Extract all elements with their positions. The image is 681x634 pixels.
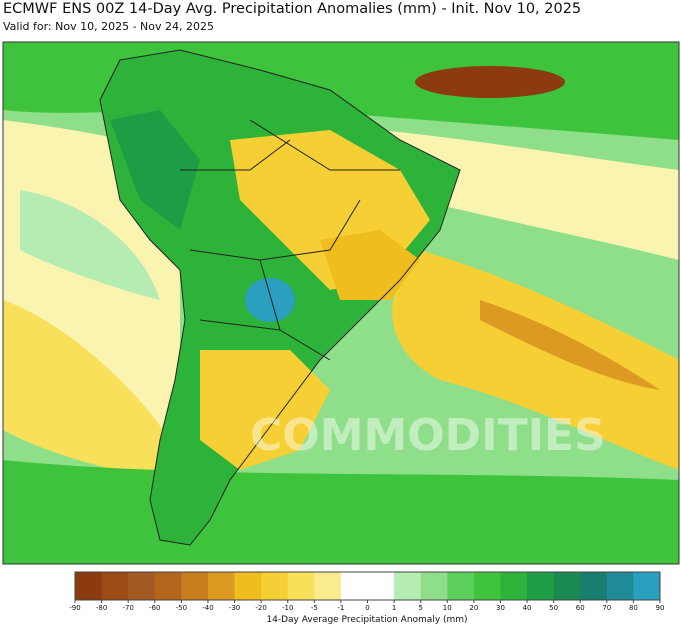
colorbar-tick-label: 30 [496, 604, 505, 612]
colorbar-bin [633, 572, 661, 600]
colorbar-bin [580, 572, 608, 600]
colorbar-bin [128, 572, 156, 600]
title: ECMWF ENS 00Z 14-Day Avg. Precipitation … [3, 1, 581, 17]
colorbar-bin [553, 572, 581, 600]
colorbar-bin [181, 572, 209, 600]
colorbar-tick-label: 10 [443, 604, 452, 612]
map-frame [2, 41, 680, 565]
colorbar-tick-label: -20 [255, 604, 266, 612]
field-atlantic [392, 250, 679, 470]
colorbar-tick-label: 60 [576, 604, 585, 612]
colorbar-bin [75, 572, 103, 600]
colorbar-tick-label: -90 [69, 604, 80, 612]
field-west-green [20, 190, 160, 300]
colorbar-bin [420, 572, 448, 600]
colorbar-tick-label: 0 [365, 604, 369, 612]
colorbar-tick-label: -30 [229, 604, 240, 612]
colorbar-tick-label: -40 [202, 604, 213, 612]
colorbar-bin [287, 572, 315, 600]
colorbar-label: 14-Day Average Precipitation Anomaly (mm… [266, 615, 467, 625]
colorbar-tick-label: -5 [311, 604, 318, 612]
colorbar-bin [367, 572, 395, 600]
country-borders [180, 119, 400, 361]
field-argentina [200, 350, 330, 470]
field-sw [3, 300, 170, 480]
colorbar-tick-label: -50 [176, 604, 187, 612]
colorbar-bin [527, 572, 555, 600]
colorbar-tick-label: -10 [282, 604, 293, 612]
field-wet-core [245, 278, 295, 322]
colorbar-tick-label: 5 [418, 604, 422, 612]
colorbar-bin [340, 572, 368, 600]
field-andes [110, 110, 200, 230]
field-atlantic-core [480, 300, 660, 390]
colorbar-tick-label: 20 [469, 604, 478, 612]
colorbar-tick-label: -80 [96, 604, 107, 612]
colorbar-tick-label: -60 [149, 604, 160, 612]
colorbar-bin [394, 572, 422, 600]
colorbar-bin [606, 572, 634, 600]
field-ne [380, 130, 679, 260]
colorbar-bin [500, 572, 528, 600]
colorbar-tick-label: -1 [337, 604, 344, 612]
colorbar-tick-label: 1 [392, 604, 396, 612]
field-dry-core [415, 66, 565, 98]
watermark: COMMODITIES [250, 410, 606, 461]
map: COMMODITIES [2, 41, 680, 565]
colorbar-tick-label: 40 [523, 604, 532, 612]
colorbar-bin [207, 572, 236, 600]
colorbar-tick-label: -70 [122, 604, 133, 612]
colorbar-bin [447, 572, 475, 600]
coastline [99, 49, 461, 546]
colorbar-bin [234, 572, 262, 600]
colorbar: -90 -80 -70 -60 -50 -40 -30 -20 -10 -5 -1 0 1 5 10 20 30… [69, 571, 665, 612]
colorbar-tick-label: 80 [629, 604, 638, 612]
colorbar-tick-label: 50 [549, 604, 558, 612]
colorbar-bin [154, 572, 182, 600]
subtitle: Valid for: Nov 10, 2025 - Nov 24, 2025 [3, 20, 214, 33]
colorbar-bin [314, 572, 342, 600]
field-brazil-core [320, 230, 420, 300]
colorbar-tick-label: 70 [602, 604, 611, 612]
colorbar-bin [473, 572, 501, 600]
colorbar-bin [101, 572, 129, 600]
colorbar-tick-label: 90 [656, 604, 665, 612]
colorbar-bin [261, 572, 289, 600]
